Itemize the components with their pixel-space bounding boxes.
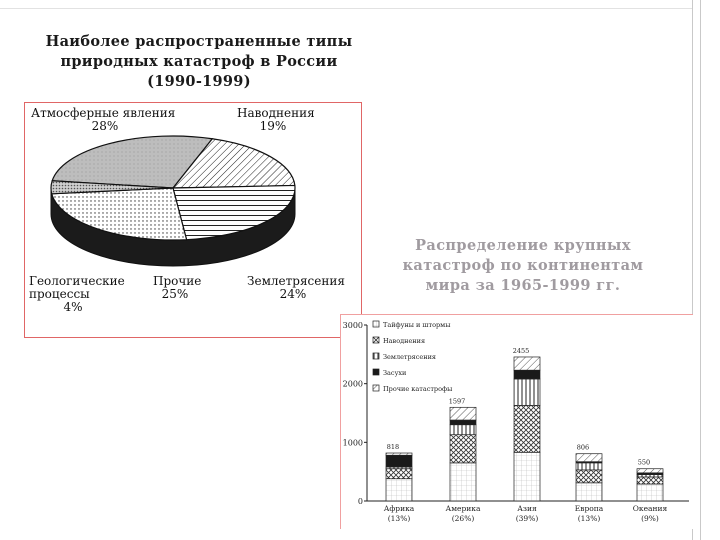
x-share-label: (39%) xyxy=(516,514,539,523)
bar-slide-title: Распределение крупных катастроф по конти… xyxy=(378,236,668,296)
bar-segment xyxy=(636,468,664,474)
bar-title-line: мира за 1965-1999 гг. xyxy=(425,277,621,294)
frame-line-top xyxy=(0,8,692,9)
bar-segment xyxy=(636,476,664,485)
bar-title-line: катастроф по континентам xyxy=(402,257,644,274)
pie-chart-panel: Атмосферные явления 28% Наводнения 19% Земле… xyxy=(24,102,362,338)
bar-segment xyxy=(513,451,541,502)
pie-pct-label: 25% xyxy=(162,287,189,301)
x-share-label: (9%) xyxy=(641,514,659,523)
frame-line-inner xyxy=(700,0,701,540)
bar-total-label: 806 xyxy=(577,444,589,452)
pie-pct-label: 4% xyxy=(63,300,82,314)
bar-total-label: 550 xyxy=(638,459,650,467)
pie-title-line: (1990-1999) xyxy=(147,73,251,90)
bar-segment xyxy=(449,424,477,436)
pie-slice xyxy=(50,187,188,241)
bar-segment xyxy=(636,483,664,502)
legend-swatch xyxy=(372,320,380,328)
bar-segment xyxy=(513,405,541,453)
bar-segment xyxy=(385,452,413,456)
bar-total-label: 818 xyxy=(387,443,399,451)
x-share-label: (13%) xyxy=(578,514,601,523)
bar-segment xyxy=(449,406,477,421)
pie-label: Прочие xyxy=(153,274,201,288)
y-tick-label: 2000 xyxy=(343,380,363,389)
bar-segment xyxy=(513,356,541,371)
pie-label: Наводнения xyxy=(237,106,315,120)
bar-segment xyxy=(575,453,603,463)
pie-pct-label: 19% xyxy=(260,119,287,133)
pie-label: Геологические xyxy=(29,274,125,288)
legend-label: Тайфуны и штормы xyxy=(383,321,450,329)
legend-label: Засухи xyxy=(383,369,406,377)
legend-swatch xyxy=(372,368,380,376)
bar-segment xyxy=(575,469,603,484)
bar-segment xyxy=(513,369,541,380)
pie-slice xyxy=(172,184,296,241)
legend-swatch xyxy=(372,384,380,392)
legend-label: Прочие катастрофы xyxy=(383,385,452,393)
pie-slice xyxy=(50,180,174,195)
x-tick-label: Африка xyxy=(384,504,415,513)
bar-segment xyxy=(513,378,541,406)
y-tick-label: 0 xyxy=(358,497,363,506)
pie-slide-title: Наиболее распространенные типы природных… xyxy=(14,32,384,92)
x-tick-label: Океания xyxy=(633,504,668,513)
legend-swatch xyxy=(372,336,380,344)
bar-title-line: Распределение крупных xyxy=(415,237,631,254)
x-tick-label: Америка xyxy=(446,504,481,513)
pie-slice xyxy=(171,138,296,189)
pie-label: Атмосферные явления xyxy=(31,106,175,120)
pie-pct-label: 28% xyxy=(92,119,119,133)
bar-segment xyxy=(575,482,603,502)
pie-slice xyxy=(51,135,214,189)
bar-segment xyxy=(449,462,477,502)
pie-pct-label: 24% xyxy=(280,287,307,301)
bar-segment xyxy=(385,478,413,502)
bar-segment xyxy=(449,419,477,426)
bar-chart: 0 1000 2000 3000 Тайфуны и штормы Наводнения З… xyxy=(343,320,689,523)
pie-title-line: Наиболее распространенные типы xyxy=(45,33,353,50)
x-tick-label: Европа xyxy=(575,504,604,513)
y-tick-label: 3000 xyxy=(343,321,363,330)
bar-segment xyxy=(385,468,413,480)
bar-total-label: 2455 xyxy=(513,347,530,355)
pie-title-line: природных катастроф в России xyxy=(60,53,338,70)
frame-line-outer xyxy=(692,0,693,540)
bar-segment xyxy=(636,474,664,478)
bar-chart-panel: 0 1000 2000 3000 Тайфуны и штормы Наводнения З… xyxy=(340,314,693,529)
x-tick-label: Азия xyxy=(517,504,537,513)
x-share-label: (13%) xyxy=(388,514,411,523)
x-share-label: (26%) xyxy=(452,514,475,523)
legend-swatch xyxy=(372,352,380,360)
legend-label: Наводнения xyxy=(383,337,425,345)
y-tick-label: 1000 xyxy=(343,438,363,447)
bar-segment xyxy=(385,454,413,468)
bar-segment xyxy=(449,434,477,464)
legend-label: Землетрясения xyxy=(383,353,436,361)
bar-segment xyxy=(575,462,603,471)
pie-label: Землетрясения xyxy=(247,274,345,288)
pie-label: процессы xyxy=(29,287,90,301)
bar-total-label: 1597 xyxy=(449,397,466,405)
